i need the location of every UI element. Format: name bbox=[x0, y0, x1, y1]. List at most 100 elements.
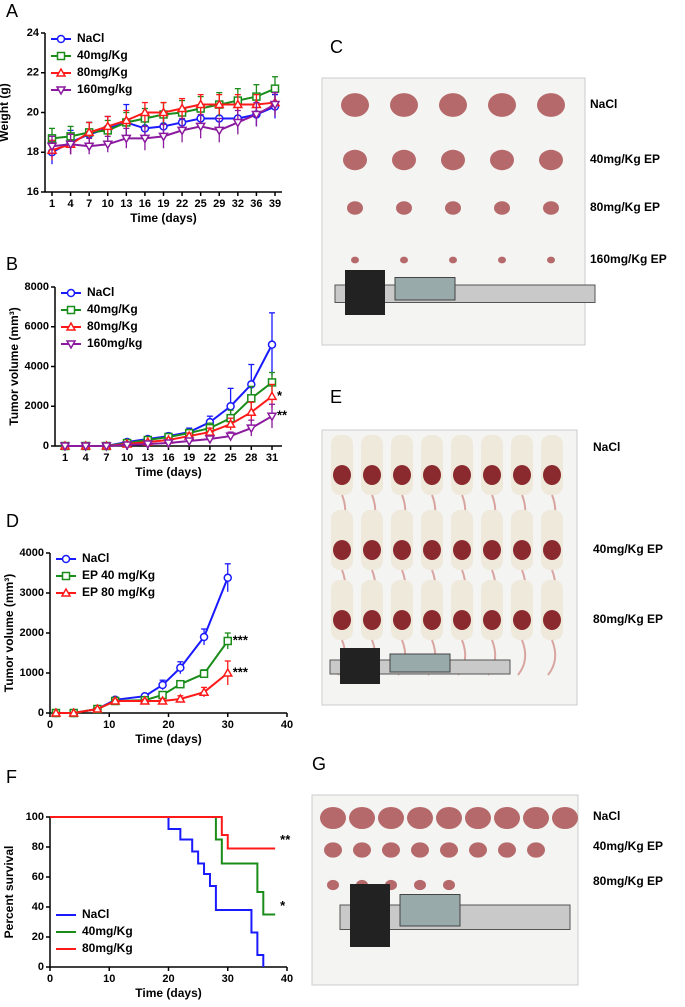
marker bbox=[139, 134, 151, 144]
photo-label: NaCl bbox=[593, 809, 620, 823]
legend-label: NaCl bbox=[82, 551, 109, 565]
tumor bbox=[483, 540, 501, 560]
tumor bbox=[527, 842, 545, 858]
marker bbox=[267, 340, 277, 349]
y-tick-label: 0 bbox=[38, 961, 44, 973]
marker bbox=[56, 51, 66, 61]
tumor bbox=[436, 806, 462, 830]
y-axis-label: Weight (g) bbox=[0, 83, 11, 141]
x-tick-label: 29 bbox=[213, 198, 225, 210]
tumor bbox=[469, 842, 487, 858]
y-tick-label: 60 bbox=[32, 871, 44, 883]
tumor bbox=[445, 201, 461, 215]
marker bbox=[213, 99, 225, 109]
tumor bbox=[333, 610, 351, 630]
marker bbox=[176, 663, 185, 673]
tumor bbox=[494, 201, 510, 215]
series-line bbox=[50, 816, 276, 850]
marker bbox=[109, 695, 121, 705]
marker bbox=[195, 122, 206, 132]
tumor bbox=[343, 149, 367, 171]
x-tick-label: 40 bbox=[281, 719, 293, 731]
tumor bbox=[483, 610, 501, 630]
tumor bbox=[414, 879, 426, 891]
tumor bbox=[396, 201, 412, 215]
marker bbox=[59, 442, 71, 452]
tumor bbox=[320, 806, 346, 830]
tumor bbox=[494, 806, 520, 830]
marker bbox=[223, 573, 232, 583]
tumor bbox=[453, 610, 471, 630]
tumor bbox=[543, 610, 561, 630]
legend-label: NaCl bbox=[82, 907, 109, 921]
tumor bbox=[513, 540, 531, 560]
annotation: *** bbox=[233, 664, 249, 679]
marker bbox=[139, 106, 151, 117]
legend-label: 40mg/Kg bbox=[82, 924, 133, 938]
x-axis-label: Time (days) bbox=[135, 732, 201, 746]
tumor bbox=[351, 256, 359, 264]
legend-label: 160mg/kg bbox=[77, 82, 132, 96]
marker bbox=[176, 126, 188, 136]
y-tick-label: 100 bbox=[26, 811, 44, 823]
marker bbox=[232, 99, 244, 109]
tumor bbox=[392, 149, 416, 171]
x-tick-label: 13 bbox=[120, 198, 132, 210]
tumor bbox=[440, 842, 458, 858]
mouse-tail bbox=[517, 639, 527, 676]
y-tick-label: 1000 bbox=[20, 667, 44, 679]
x-tick-label: 1 bbox=[62, 452, 68, 464]
tumor bbox=[324, 842, 342, 858]
y-axis-label: Tumor volume (mm³) bbox=[7, 307, 21, 425]
tumor bbox=[363, 610, 381, 630]
marker bbox=[101, 442, 112, 452]
y-tick-label: 16 bbox=[27, 186, 39, 198]
marker bbox=[163, 439, 174, 449]
y-tick-label: 8000 bbox=[25, 281, 49, 293]
y-tick-label: 2000 bbox=[25, 400, 49, 412]
x-tick-label: 10 bbox=[103, 973, 115, 985]
panel-letter: B bbox=[6, 254, 18, 274]
caliper-head bbox=[345, 270, 385, 315]
marker bbox=[246, 424, 257, 434]
tumor bbox=[552, 806, 578, 830]
tumor bbox=[363, 465, 381, 485]
x-tick-label: 1 bbox=[49, 198, 55, 210]
x-tick-label: 4 bbox=[68, 198, 75, 210]
marker bbox=[199, 632, 209, 642]
tumor bbox=[439, 93, 467, 117]
y-tick-label: 0 bbox=[43, 440, 49, 452]
x-tick-label: 16 bbox=[139, 198, 151, 210]
marker bbox=[60, 587, 72, 597]
annotation: * bbox=[277, 388, 283, 403]
tumor bbox=[411, 842, 429, 858]
marker bbox=[121, 441, 133, 451]
tumor bbox=[333, 540, 351, 560]
marker bbox=[66, 305, 76, 315]
marker bbox=[251, 110, 262, 120]
photo-label: NaCl bbox=[593, 440, 620, 454]
legend-label: 40mg/Kg bbox=[87, 302, 138, 316]
annotation: ** bbox=[280, 832, 291, 847]
x-tick-label: 25 bbox=[224, 452, 236, 464]
x-tick-label: 10 bbox=[103, 719, 115, 731]
caliper-display bbox=[394, 277, 456, 301]
x-tick-label: 22 bbox=[204, 452, 216, 464]
x-axis-label: Time (days) bbox=[130, 211, 196, 225]
x-tick-label: 22 bbox=[176, 198, 188, 210]
annotation: * bbox=[280, 898, 286, 913]
y-axis-label: Percent survival bbox=[2, 846, 16, 939]
tumor bbox=[513, 610, 531, 630]
legend-label: NaCl bbox=[87, 285, 114, 299]
tumor bbox=[465, 806, 491, 830]
tumor bbox=[490, 149, 514, 171]
marker bbox=[65, 340, 77, 350]
y-axis-label: Tumor volume (mm³) bbox=[2, 574, 16, 692]
tumor bbox=[543, 465, 561, 485]
y-tick-label: 24 bbox=[27, 27, 40, 39]
x-tick-label: 0 bbox=[47, 973, 53, 985]
marker bbox=[65, 140, 76, 150]
y-tick-label: 4000 bbox=[25, 360, 49, 372]
marker bbox=[158, 106, 169, 117]
